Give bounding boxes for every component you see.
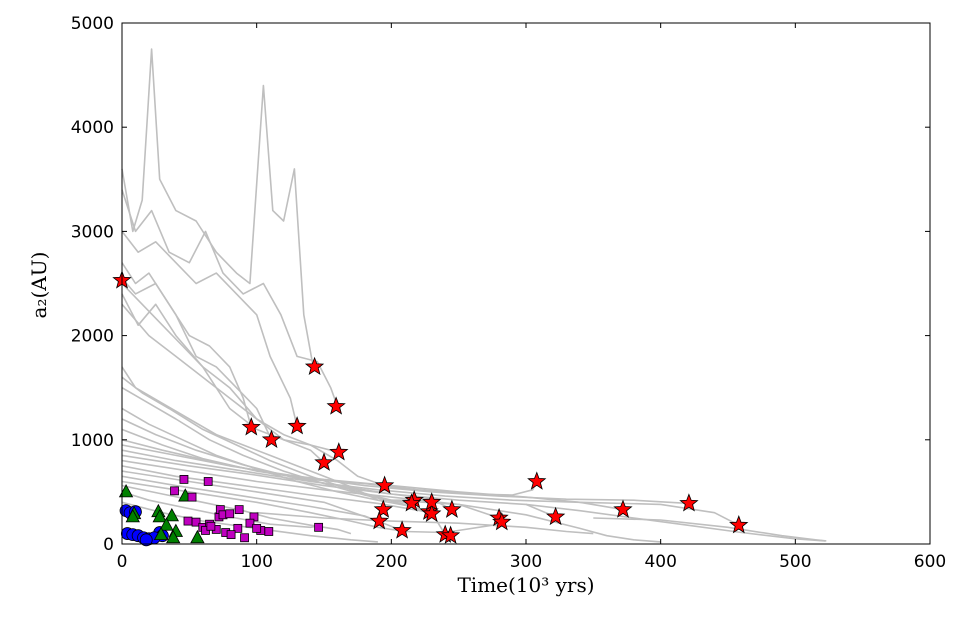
trajectory-line-17 bbox=[121, 454, 556, 518]
tick-layer: 0 100 200 300 400 500 600 0 1000 2000 3000 4000 5000 bbox=[71, 14, 946, 572]
triangle-marker bbox=[125, 509, 140, 523]
square-marker bbox=[245, 518, 255, 528]
circle-marker bbox=[139, 533, 153, 547]
trajectory-line-22 bbox=[121, 480, 500, 534]
star-marker bbox=[527, 471, 547, 490]
star-marker bbox=[546, 506, 566, 526]
star-marker bbox=[287, 416, 307, 435]
square-marker bbox=[226, 530, 236, 540]
star-marker bbox=[392, 520, 412, 539]
star-marker bbox=[613, 499, 633, 518]
star-marker bbox=[314, 452, 334, 471]
triangle-marker bbox=[164, 508, 179, 522]
star-marker bbox=[401, 493, 422, 512]
y-tick-label: 1000 bbox=[71, 431, 114, 451]
trajectory-line-28 bbox=[256, 511, 594, 535]
x-tick-label: 500 bbox=[779, 552, 811, 572]
y-tick-label: 0 bbox=[103, 535, 114, 555]
star-marker bbox=[679, 493, 699, 512]
trajectory-line-4 bbox=[121, 277, 273, 441]
trajectory-line-27 bbox=[593, 517, 827, 542]
square-marker bbox=[191, 517, 201, 527]
y-tick-label: 2000 bbox=[71, 327, 114, 347]
square-marker bbox=[233, 523, 243, 533]
trajectory-line-26 bbox=[525, 503, 826, 542]
trajectory-line-7 bbox=[121, 303, 385, 487]
triangle-marker bbox=[118, 484, 134, 498]
star-marker bbox=[329, 442, 349, 461]
square-marker bbox=[187, 492, 197, 502]
star-marker bbox=[442, 499, 462, 518]
y-tick-label: 3000 bbox=[71, 222, 114, 242]
star-marker bbox=[492, 511, 512, 531]
star-marker bbox=[304, 356, 325, 376]
triangle-marker bbox=[153, 526, 169, 541]
square-marker bbox=[179, 474, 189, 484]
y-tick-label: 5000 bbox=[71, 14, 114, 34]
trajectory-line-16 bbox=[121, 449, 740, 526]
x-tick-label: 300 bbox=[510, 552, 542, 572]
trajectory-line-14 bbox=[121, 439, 624, 511]
star-marker bbox=[261, 429, 282, 449]
x-axis-label: Time(10³ yrs) bbox=[457, 573, 594, 597]
square-marker bbox=[234, 505, 244, 515]
trajectory-line-5 bbox=[121, 282, 325, 464]
trajectory-line-2 bbox=[121, 230, 298, 427]
square-marker bbox=[264, 527, 274, 536]
star-marker bbox=[369, 510, 389, 530]
square-marker bbox=[206, 521, 216, 531]
square-marker bbox=[183, 516, 193, 526]
star-marker bbox=[373, 499, 393, 518]
star-marker bbox=[422, 503, 442, 523]
square-marker bbox=[203, 477, 213, 486]
y-tick-label: 4000 bbox=[71, 118, 114, 138]
star-marker bbox=[374, 475, 395, 494]
trajectory-line-25 bbox=[391, 499, 661, 543]
trajectory-line-1 bbox=[121, 189, 339, 407]
y-axis-label: a₂(AU) bbox=[27, 252, 51, 319]
triangle-marker bbox=[152, 509, 167, 523]
trajectory-line-20 bbox=[121, 470, 379, 522]
triangle-marker bbox=[159, 517, 174, 531]
square-marker bbox=[170, 486, 179, 496]
square-marker bbox=[225, 509, 235, 519]
marker-layer bbox=[112, 270, 749, 547]
square-marker bbox=[252, 523, 262, 533]
triangle-marker bbox=[166, 529, 181, 544]
star-marker bbox=[241, 417, 261, 436]
trajectory-line-0 bbox=[121, 48, 314, 368]
star-marker bbox=[326, 396, 346, 415]
x-tick-label: 400 bbox=[644, 552, 676, 572]
trajectory-line-3 bbox=[121, 262, 253, 428]
triangle-marker bbox=[190, 529, 205, 544]
x-tick-label: 200 bbox=[375, 552, 407, 572]
plot-frame bbox=[121, 22, 931, 545]
square-marker bbox=[314, 522, 324, 532]
trajectory-line-10 bbox=[121, 387, 430, 513]
star-marker bbox=[422, 492, 442, 511]
x-tick-label: 0 bbox=[117, 552, 128, 572]
star-marker bbox=[729, 515, 749, 534]
x-tick-label: 600 bbox=[914, 552, 946, 572]
trajectory-layer bbox=[121, 48, 827, 543]
trajectory-line-15 bbox=[121, 444, 689, 505]
star-marker bbox=[440, 525, 461, 544]
x-tick-label: 100 bbox=[240, 552, 272, 572]
square-marker bbox=[240, 533, 249, 543]
trajectory-line-11 bbox=[121, 407, 432, 515]
